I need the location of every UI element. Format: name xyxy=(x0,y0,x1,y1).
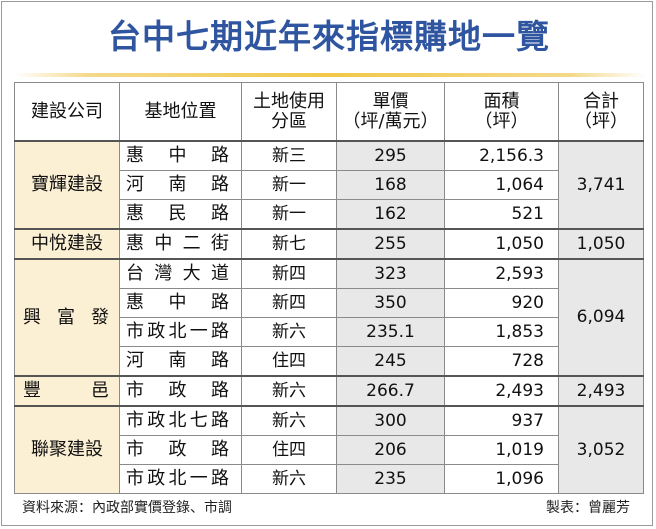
area-cell: 920 xyxy=(444,288,559,318)
area-cell: 728 xyxy=(444,346,559,377)
table-row: 市政北一路 新六 235.1 1,853 xyxy=(15,317,644,347)
price-cell: 245 xyxy=(336,346,445,377)
company-cell: 興富發 xyxy=(14,258,120,377)
location-cell: 惠民路 xyxy=(119,199,242,230)
total-cell: 6,094 xyxy=(558,258,644,377)
price-cell: 235 xyxy=(336,464,445,494)
table-row: 惠中路 新四 350 920 xyxy=(15,288,644,318)
area-cell: 1,853 xyxy=(444,317,559,347)
price-cell: 323 xyxy=(336,258,445,289)
location-cell: 市政路 xyxy=(119,375,242,407)
zoning-cell: 新六 xyxy=(241,464,337,494)
table-row: 中悅建設 惠中二街 新七 255 1,050 1,050 xyxy=(14,228,644,260)
header-zoning-line2: 分區 xyxy=(271,110,307,132)
header-total: 合計 （坪） xyxy=(558,82,644,142)
price-cell: 266.7 xyxy=(336,375,445,407)
zoning-cell: 新四 xyxy=(241,288,337,318)
price-cell: 295 xyxy=(336,140,445,171)
table-row: 河南路 新一 168 1,064 xyxy=(15,170,644,200)
title-divider xyxy=(14,73,646,77)
price-cell: 255 xyxy=(336,228,445,260)
zoning-cell: 新六 xyxy=(241,375,337,407)
header-total-line2: （坪） xyxy=(574,110,628,132)
header-area-line2: （坪） xyxy=(474,110,529,132)
price-cell: 162 xyxy=(336,199,445,230)
table-row: 興富發 台灣大道 新四 323 2,593 6,094 xyxy=(14,258,644,377)
location-cell: 惠中二街 xyxy=(119,228,242,260)
location-cell: 惠中路 xyxy=(119,140,242,171)
table-row: 河南路 住四 245 728 xyxy=(15,346,644,377)
location-cell: 市政路 xyxy=(119,435,242,465)
price-cell: 235.1 xyxy=(336,317,445,347)
header-zoning: 土地使用 分區 xyxy=(241,82,337,142)
zoning-cell: 新四 xyxy=(241,258,337,289)
area-cell: 1,064 xyxy=(444,170,559,200)
area-cell: 937 xyxy=(444,405,559,436)
price-cell: 206 xyxy=(336,435,445,465)
area-cell: 2,593 xyxy=(444,258,559,289)
company-cell: 豐邑 xyxy=(14,375,120,407)
location-cell: 惠中路 xyxy=(119,288,242,318)
source-note: 資料來源：內政部實價登錄、市調 xyxy=(22,500,232,516)
header-area: 面積 （坪） xyxy=(444,82,559,142)
table-row: 市政北一路 新六 235 1,096 xyxy=(15,464,644,494)
table-row: 惠民路 新一 162 521 xyxy=(15,199,644,230)
table-row: 聯聚建設 市政北七路 新六 300 937 3,052 xyxy=(14,405,644,494)
land-purchase-table: 建設公司 基地位置 土地使用 分區 單價 （坪/萬元） 面積 （坪） 合計 （坪） 寶輝… xyxy=(14,82,644,494)
price-cell: 300 xyxy=(336,405,445,436)
price-cell: 350 xyxy=(336,288,445,318)
header-total-line1: 合計 xyxy=(583,90,619,112)
area-cell: 521 xyxy=(444,199,559,230)
zoning-cell: 新六 xyxy=(241,317,337,347)
header-area-line1: 面積 xyxy=(483,90,520,112)
location-cell: 河南路 xyxy=(119,170,242,200)
total-cell: 1,050 xyxy=(558,228,644,260)
location-cell: 市政北一路 xyxy=(119,317,242,347)
area-cell: 1,019 xyxy=(444,435,559,465)
header-zoning-line1: 土地使用 xyxy=(253,90,325,112)
area-cell: 1,050 xyxy=(444,228,559,260)
page-title: 台中七期近年來指標購地一覽 xyxy=(108,17,550,56)
zoning-cell: 新三 xyxy=(241,140,337,171)
header-location: 基地位置 xyxy=(119,82,242,142)
credit-note: 製表：曾麗芳 xyxy=(546,500,630,516)
price-cell: 168 xyxy=(336,170,445,200)
area-cell: 2,156.3 xyxy=(444,140,559,171)
zoning-cell: 住四 xyxy=(241,435,337,465)
location-cell: 台灣大道 xyxy=(119,258,242,289)
company-cell: 寶輝建設 xyxy=(14,140,120,230)
company-cell: 聯聚建設 xyxy=(14,405,120,494)
area-cell: 2,493 xyxy=(444,375,559,407)
zoning-cell: 新一 xyxy=(241,199,337,230)
company-cell: 中悅建設 xyxy=(14,228,120,260)
table-header-row: 建設公司 基地位置 土地使用 分區 單價 （坪/萬元） 面積 （坪） 合計 （坪） xyxy=(14,82,644,142)
table-row: 寶輝建設 惠中路 新三 295 2,156.3 3,741 xyxy=(14,140,644,230)
location-cell: 市政北七路 xyxy=(119,405,242,436)
table-row: 市政路 住四 206 1,019 xyxy=(15,435,644,465)
header-company: 建設公司 xyxy=(14,82,120,142)
zoning-cell: 新七 xyxy=(241,228,337,260)
table-row: 豐邑 市政路 新六 266.7 2,493 2,493 xyxy=(14,375,644,407)
zoning-cell: 新六 xyxy=(241,405,337,436)
total-cell: 2,493 xyxy=(558,375,644,407)
header-price-line2: （坪/萬元） xyxy=(342,110,439,132)
zoning-cell: 住四 xyxy=(241,346,337,377)
location-cell: 河南路 xyxy=(119,346,242,377)
header-price: 單價 （坪/萬元） xyxy=(336,82,445,142)
total-cell: 3,741 xyxy=(558,140,644,230)
location-cell: 市政北一路 xyxy=(119,464,242,494)
header-price-line1: 單價 xyxy=(372,90,409,112)
zoning-cell: 新一 xyxy=(241,170,337,200)
total-cell: 3,052 xyxy=(558,405,644,494)
area-cell: 1,096 xyxy=(444,464,559,494)
